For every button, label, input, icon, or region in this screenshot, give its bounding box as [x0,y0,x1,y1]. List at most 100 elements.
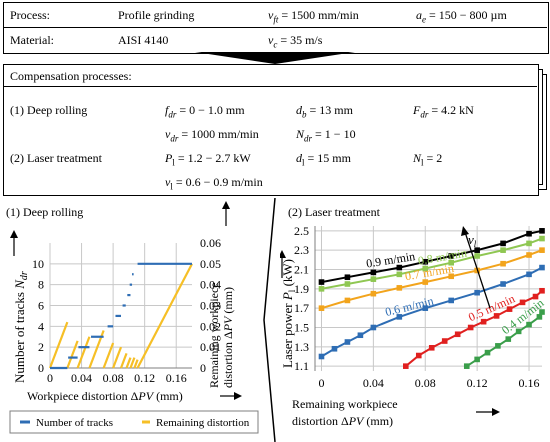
laser-series-marker [500,260,506,267]
process-label: Process: [10,8,50,22]
laser-series-marker [526,271,532,278]
laser-series-marker [428,345,435,351]
chart1-y2tick-label: 0.03 [200,299,221,313]
chart1-y2tick-label: 0.05 [200,257,221,271]
remaining-distortion-segment [112,346,123,369]
chart1-y2-arrowhead-icon [222,201,230,209]
remaining-distortion-segment [119,353,128,369]
chart1-ytick-label: 8 [38,278,44,292]
laser-series-label: 0.6 m/min [384,294,435,320]
laser-series-marker [505,336,512,342]
laser-series-marker [493,313,500,319]
laser-series-marker [422,279,429,285]
laser-series-marker [539,235,545,242]
chart2-ytick-label: 1.7 [294,301,309,315]
vl-arrowhead-icon [461,226,469,236]
laser-series-marker [526,240,532,247]
laser-series-marker [448,259,454,266]
remaining-distortion-segment [102,342,115,369]
material-label: Material: [10,33,54,47]
chart-divider [263,198,276,442]
chart1-ylabel-text: Number of tracks Ndr [12,271,30,383]
chart2-x-arrowhead-icon [492,408,500,416]
chart1-ytick-label: 4 [38,319,44,333]
chart1-title: (1) Deep rolling [6,205,83,219]
chart1-ytick-label: 0 [38,361,44,375]
laser-series-marker [539,247,545,253]
material-value: AISI 4140 [118,33,169,47]
param-fdr: fdr = 0 − 1.0 mm [165,103,245,120]
laser-series-marker [422,258,429,265]
chart2-xtick-label: 0.12 [467,376,488,390]
remaining-distortion-segment [129,357,136,369]
laser-series-marker [526,230,532,237]
param-dl: dl = 15 mm [296,151,351,168]
laser-series-marker [344,274,351,281]
laser-series-marker [448,253,454,259]
laser-series-marker [441,338,448,344]
laser-series-marker [474,356,480,363]
chart2-xtick-label: 0.04 [363,376,384,390]
laser-treatment-chart: (2) Laser treatment 1.1 1.3 1.5 1.7 1.9 2.1 2.… [280,205,546,428]
param-vft: vft = 1500 mm/min [268,8,359,25]
laser-series-marker [396,271,403,278]
chart2-ylabel: Laser power Pl (kW) [280,259,297,368]
laser-series-marker [415,352,422,359]
laser-series-marker [536,314,543,320]
laser-series-marker [344,281,351,287]
laser-series-marker [448,297,454,304]
comp-box [3,64,539,196]
chart1-ytick-label: 2 [38,340,44,354]
remaining-distortion-segment [48,321,69,369]
chart1-xlabel: Workpiece distortion ΔPV (mm) [27,389,183,403]
chart2-title: (2) Laser treatment [288,205,381,219]
chart2-xtick-label: 0.08 [415,376,436,390]
chart2-ytick-label: 1.9 [294,282,309,296]
chart2-xtick-label: 0 [318,376,324,390]
laser-series-marker [370,290,377,297]
laser-series-marker [318,279,325,285]
remaining-distortion-segment [136,263,193,369]
chart1-y-arrowhead-icon [10,230,18,238]
chart2-xtick-label: 0.16 [519,376,540,390]
chart1-xtick-label: 0 [47,371,53,385]
laser-series-marker [539,228,545,234]
laser-series-marker [539,287,545,294]
laser-series-marker [539,264,545,271]
chart1-xtick-label: 0.16 [166,371,187,385]
param-ae: ae = 150 − 800 µm [416,8,507,25]
comp-title: Compensation processes: [10,69,132,83]
legend-tracks-label: Number of tracks [36,417,113,429]
param-Ndr: Ndr = 1 − 10 [296,127,356,144]
chart1-y2tick-label: 0.04 [200,278,221,292]
laser-series-marker [500,240,506,247]
chart2-y-arrowhead-icon [280,250,286,258]
param-db: db = 13 mm [296,103,353,120]
laser-series-marker [422,265,429,272]
laser-series-marker [484,349,491,356]
chart1-ytick-label: 6 [38,299,44,313]
param-Pl: Pl = 1.2 − 2.7 kW [165,151,251,168]
chart2-xlabel-line2: distortion ΔPV (mm) [292,414,393,428]
laser-series-marker [474,247,480,253]
laser-series-marker [500,247,506,253]
laser-series-label: 0.9 m/min [365,249,416,271]
param-vc: vc = 35 m/s [268,33,323,50]
laser-series-marker [331,345,338,352]
laser-series-marker [396,264,403,271]
vl-arrow-label: vl [468,232,477,249]
laser-series-marker [480,318,487,325]
laser-series-marker [467,324,474,331]
laser-series-line [321,237,543,290]
chart1-xtick-label: 0.04 [71,371,92,385]
chart1-xtick-label: 0.08 [103,371,124,385]
chart2-ytick-label: 2.5 [294,224,309,238]
laser-series-marker [500,281,506,287]
chart2-xlabel-line1: Remaining workpiece [292,397,398,411]
laser-series-marker [526,321,532,328]
laser-series-marker [506,306,513,312]
chart2-ytick-label: 1.5 [294,321,309,335]
chart2-ytick-label: 2.1 [294,263,309,277]
chart2-ytick-label: 1.3 [294,340,309,354]
laser-series-marker [318,286,325,292]
